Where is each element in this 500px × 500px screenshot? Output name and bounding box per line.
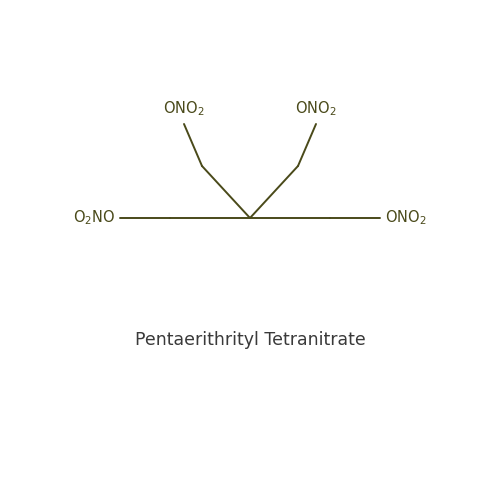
- Text: ONO$_2$: ONO$_2$: [163, 100, 205, 118]
- Text: O$_2$NO: O$_2$NO: [72, 208, 115, 228]
- Text: ONO$_2$: ONO$_2$: [385, 208, 426, 228]
- Text: Pentaerithrityl Tetranitrate: Pentaerithrityl Tetranitrate: [134, 331, 366, 349]
- Text: ONO$_2$: ONO$_2$: [295, 100, 337, 118]
